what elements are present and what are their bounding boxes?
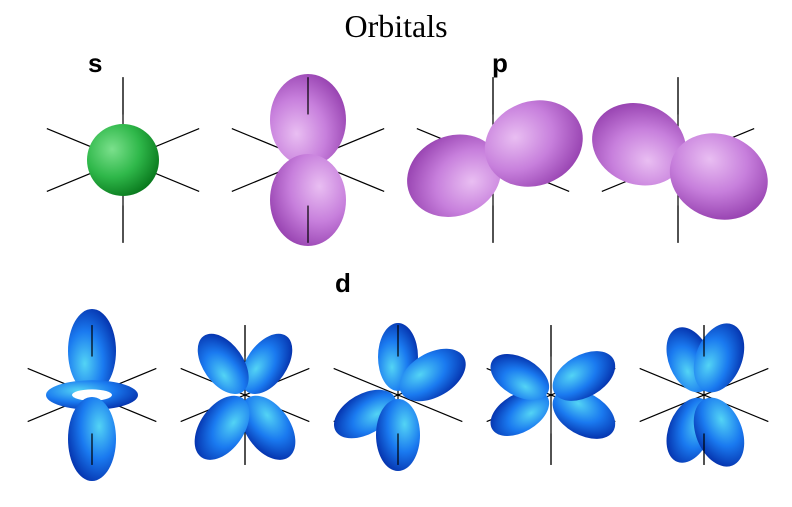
orbital-dyz [322,290,474,500]
row-d [15,290,780,500]
orbital-dz2 [16,290,168,500]
orbital-pz [218,55,398,265]
orbital-py [403,55,583,265]
orbital-dxy [475,290,627,500]
page-title: Orbitals [0,8,792,45]
orbital-px [588,55,768,265]
row-sp [30,55,770,265]
orbital-s [33,55,213,265]
orbital-dxz [169,290,321,500]
orbital-dx2y2 [628,290,780,500]
